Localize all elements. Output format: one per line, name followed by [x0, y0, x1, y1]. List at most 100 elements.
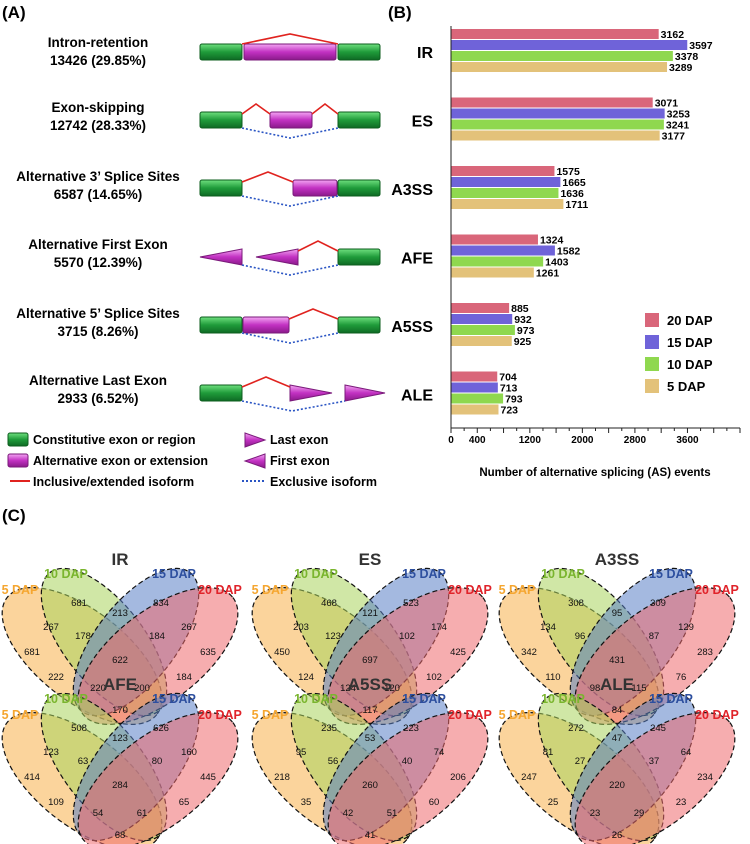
bar — [451, 314, 513, 324]
venn-region-count: 508 — [71, 723, 87, 734]
legend-swatch — [645, 379, 659, 393]
venn-set-ellipse — [574, 712, 736, 844]
venn-region-count: 98 — [590, 683, 601, 694]
bar-value-label: 723 — [500, 405, 518, 417]
venn-region-count: 184 — [149, 631, 165, 642]
bar — [451, 393, 504, 404]
venn-region-count: 27 — [575, 756, 586, 767]
venn-region-count: 206 — [450, 772, 466, 783]
venn-region-count: 95 — [296, 747, 307, 758]
venn-region-count: 523 — [403, 598, 419, 609]
venn-region-count: 96 — [575, 631, 586, 642]
venn-set-label: 5 DAP — [252, 583, 289, 597]
event-name: Alternative Last Exon — [29, 373, 167, 388]
panel-a-event-names: Intron-retention 13426 (29.85%) Exon-ski… — [16, 35, 180, 406]
splicing-diagrams — [199, 33, 386, 412]
venn-set-label: 5 DAP — [499, 583, 536, 597]
venn-region-count: 60 — [429, 797, 440, 808]
constitutive-exon-swatch — [7, 432, 29, 447]
bar — [451, 62, 668, 72]
constitutive-exon — [337, 179, 381, 197]
inclusive-isoform-line — [241, 376, 291, 388]
venn-set-label: 20 DAP — [448, 708, 492, 722]
venn-region-count: 81 — [543, 747, 554, 758]
constitutive-exon — [337, 248, 381, 266]
legend-label: 10 DAP — [667, 357, 713, 372]
venn-set-ellipse — [77, 712, 239, 844]
legend-label: 5 DAP — [667, 379, 706, 394]
bar-value-label: 3177 — [662, 131, 686, 143]
event-stat: 12742 (28.33%) — [50, 118, 146, 133]
bar — [451, 130, 660, 141]
venn-set-label: 10 DAP — [541, 567, 585, 581]
venn-region-count: 63 — [78, 756, 89, 767]
bar — [451, 336, 512, 346]
venn-region-count: 121 — [362, 608, 378, 619]
alternative-exon — [292, 179, 338, 197]
venn-region-count: 42 — [343, 808, 354, 819]
venn-title: ES — [359, 550, 382, 569]
bar-value-label: 1575 — [556, 166, 580, 178]
exclusive-isoform-line — [241, 332, 339, 344]
venn-set-label: 5 DAP — [2, 708, 39, 722]
bar-value-label: 1403 — [545, 257, 569, 269]
venn-region-count: 123 — [112, 733, 128, 744]
venn-region-count: 65 — [179, 797, 190, 808]
venn-set-ellipse — [327, 712, 489, 844]
x-tick-label: 3600 — [676, 435, 699, 446]
panel-c-label: (C) — [2, 506, 26, 525]
venn-region-count: 120 — [384, 683, 400, 694]
alternative-exon-swatch — [7, 453, 29, 468]
category-label: ES — [412, 114, 434, 131]
bar — [451, 29, 659, 39]
venn-region-count: 681 — [71, 598, 87, 609]
legend-last: Last exon — [270, 433, 328, 447]
venn-region-count: 95 — [612, 608, 623, 619]
bar — [451, 303, 510, 313]
x-tick-label: 0 — [448, 435, 454, 446]
venn-title: AFE — [103, 675, 137, 694]
x-tick-label: 2800 — [624, 435, 647, 446]
venn-title: A5SS — [348, 675, 392, 694]
bar-value-label: 3241 — [666, 120, 690, 132]
bar-value-label: 3253 — [667, 109, 691, 121]
venn-set-label: 15 DAP — [152, 567, 196, 581]
venn-region-count: 40 — [402, 756, 413, 767]
bar-value-label: 1711 — [565, 199, 588, 211]
venn-title: IR — [112, 550, 129, 569]
event-name: Alternative First Exon — [28, 237, 168, 252]
venn-region-count: 109 — [48, 797, 64, 808]
legend-first: First exon — [270, 454, 330, 468]
category-label: IR — [417, 45, 433, 62]
venn-set-label: 20 DAP — [695, 583, 739, 597]
venn-region-count: 309 — [650, 598, 666, 609]
venn-region-count: 74 — [434, 747, 445, 758]
venn-region-count: 124 — [298, 672, 314, 683]
constitutive-exon — [199, 179, 243, 197]
first-exon — [199, 248, 243, 266]
event-stat: 6587 (14.65%) — [54, 187, 143, 202]
bar-value-label: 932 — [514, 314, 532, 326]
last-exon — [289, 384, 333, 402]
x-tick-label: 1200 — [519, 435, 542, 446]
panel-a-legend: Constitutive exon or region Alternative … — [7, 432, 377, 489]
event-stat: 5570 (12.39%) — [54, 255, 143, 270]
venn-region-count: 129 — [678, 622, 694, 633]
last-exon — [344, 384, 386, 402]
venn-region-count: 25 — [548, 797, 559, 808]
first-exon — [255, 248, 299, 266]
venn-title: A3SS — [595, 550, 639, 569]
venn-region-count: 134 — [540, 622, 556, 633]
venn-set-label: 10 DAP — [294, 692, 338, 706]
bar — [451, 51, 673, 61]
alternative-exon — [269, 111, 313, 129]
venn-region-count: 468 — [321, 598, 337, 609]
venn-region-count: 681 — [24, 647, 40, 658]
venn-region-count: 245 — [650, 723, 666, 734]
legend-inclusive: Inclusive/extended isoform — [33, 475, 194, 489]
venn-region-count: 53 — [365, 733, 376, 744]
inclusive-isoform-line — [311, 102, 339, 115]
